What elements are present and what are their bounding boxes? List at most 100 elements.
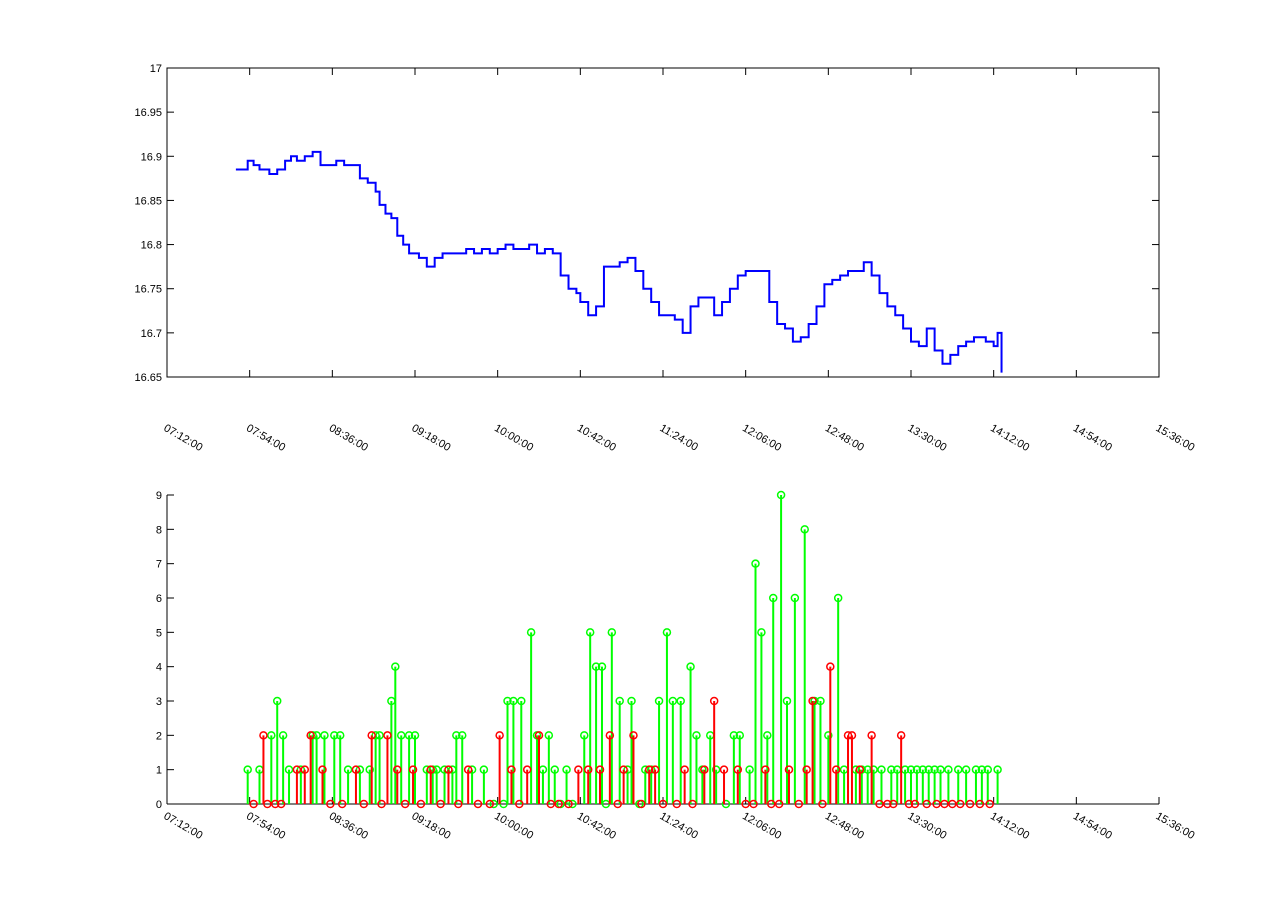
bottom-chart-stem-marker [444,765,453,774]
bottom-chart-stem-marker [550,765,559,774]
bottom-chart-stem-marker [243,765,252,774]
bottom-chart-y-tick-label: 8 [156,524,162,536]
bottom-chart-stem-marker [672,799,682,809]
top-chart-y-tick-label: 16.9 [141,151,162,163]
bottom-chart-stem-marker [627,696,636,706]
bottom-chart-stem-marker [944,765,953,774]
bottom-chart-stem-marker [522,765,532,774]
top-chart-y-tick-label: 16.65 [134,372,162,384]
bottom-chart-stem-marker [605,731,615,740]
bottom-chart-stem-marker [721,799,731,809]
bottom-chart-stem-marker [330,731,339,740]
bottom-chart-stem-marker [910,799,920,809]
bottom-chart-stem-marker [955,799,965,809]
bottom-chart-stem-marker [855,765,865,774]
bottom-chart-stem-marker [889,799,898,809]
bottom-chart-stem-marker [259,731,268,740]
bottom-chart-stem-marker [463,765,473,774]
bottom-chart-stem-marker [337,799,347,809]
bottom-chart-stem-marker [924,765,933,774]
top-chart-x-tick-label: 12:48:00 [823,422,866,454]
bottom-chart-x-tick-label: 14:12:00 [988,810,1031,842]
bottom-chart-stem-marker [473,799,483,809]
bottom-chart-stem-marker [711,765,721,774]
bottom-chart-stem-marker [749,799,758,809]
bottom-chart-stem-marker [763,731,772,740]
bottom-chart-stem-marker [686,662,695,671]
bottom-chart-y-tick-label: 2 [156,730,162,742]
top-chart-axes-box [166,67,1160,378]
bottom-chart-stem-marker [306,731,315,740]
top-chart-x-tick-label: 07:12:00 [162,422,205,454]
bottom-chart-stem-marker [729,731,739,740]
bottom-chart-stem-marker [735,731,745,740]
top-chart-y-tick-label: 16.95 [134,107,162,119]
bottom-chart-stem-marker [436,799,445,809]
bottom-chart-stem-marker [517,696,526,706]
bottom-chart-stem-marker [615,696,624,706]
bottom-chart-y-tick-label: 1 [156,765,162,777]
bottom-chart-x-tick-label: 14:54:00 [1071,810,1114,842]
bottom-chart-y-tick-label: 4 [156,662,162,674]
bottom-chart-stem-marker [808,696,817,706]
bottom-chart-stem-marker [267,731,276,740]
bottom-chart-x-tick-label: 12:06:00 [740,810,783,842]
bottom-chart-stem-marker [975,799,985,809]
bottom-chart-stem-marker [741,799,750,809]
bottom-chart-stem-marker [580,731,589,740]
bottom-chart-stem-marker [400,799,410,809]
bottom-chart-stem-marker [365,765,374,774]
bottom-chart-stem-marker [847,731,857,740]
bottom-chart-stem-marker [607,628,617,637]
bottom-chart-stem-marker [700,765,709,774]
bottom-chart-stem-marker [249,799,258,809]
bottom-chart-stem-marker [719,765,729,774]
top-chart-x-tick-label: 09:18:00 [410,422,453,454]
bottom-chart-stem-marker [574,765,583,774]
bottom-chart-stem-marker [595,765,605,774]
bottom-chart-stem-marker [680,765,689,774]
bottom-chart-x-tick-label: 07:12:00 [162,810,205,842]
bottom-chart-stem-marker [585,628,595,637]
bottom-chart-stem-marker [877,765,886,774]
bottom-chart-stem-marker [408,765,418,774]
bottom-chart-stem-marker [507,765,516,774]
bottom-chart-stem-marker [546,799,556,809]
bottom-chart-stem-marker [335,731,345,740]
top-chart-y-tick-label: 17 [150,63,162,75]
bottom-chart-stem-marker [761,765,770,774]
bottom-chart-stem-marker [591,662,601,671]
bottom-chart-stem-marker [454,799,463,809]
bottom-chart-x-tick-label: 15:36:00 [1154,810,1197,842]
top-chart-x-tick-label: 10:42:00 [575,422,618,454]
bottom-chart-stem-marker [883,799,892,809]
top-chart-x-tick-label: 14:12:00 [988,422,1031,454]
bottom-chart-stem-marker [930,765,939,774]
bottom-chart-y-tick-label: 5 [156,627,162,639]
bottom-chart-stem-marker [875,799,884,809]
bottom-chart-x-tick-label: 12:48:00 [823,810,866,842]
bottom-chart-stem-marker [393,765,402,774]
bottom-chart-stem-marker [410,731,420,740]
bottom-chart-stem-marker [650,765,660,774]
bottom-chart-stem-marker [564,799,573,809]
bottom-chart-stem-marker [782,696,792,706]
bottom-chart-stem-marker [751,559,760,568]
bottom-chart-x-tick-label: 10:42:00 [575,810,618,842]
bottom-chart-x-tick-label: 07:54:00 [244,810,287,842]
bottom-chart-stem-marker [391,662,400,671]
bottom-chart-stem-marker [802,765,811,774]
bottom-chart-stem-marker [377,799,386,809]
bottom-chart-stem-marker [985,799,994,809]
bottom-chart-stem-marker [768,593,778,603]
bottom-chart-x-tick-label: 09:18:00 [410,810,453,842]
bottom-chart-stem-marker [485,799,495,809]
top-chart-x-tick-label: 12:06:00 [740,422,783,454]
bottom-chart-stem-marker [503,696,512,706]
bottom-chart-stem-marker [824,731,833,740]
bottom-chart-stem-marker [515,799,524,809]
bottom-chart-stem-marker [833,593,843,603]
bottom-chart-stem-marker [629,731,638,740]
bottom-chart-stem-marker [965,799,975,809]
top-chart-y-tick-label: 16.7 [141,328,162,340]
